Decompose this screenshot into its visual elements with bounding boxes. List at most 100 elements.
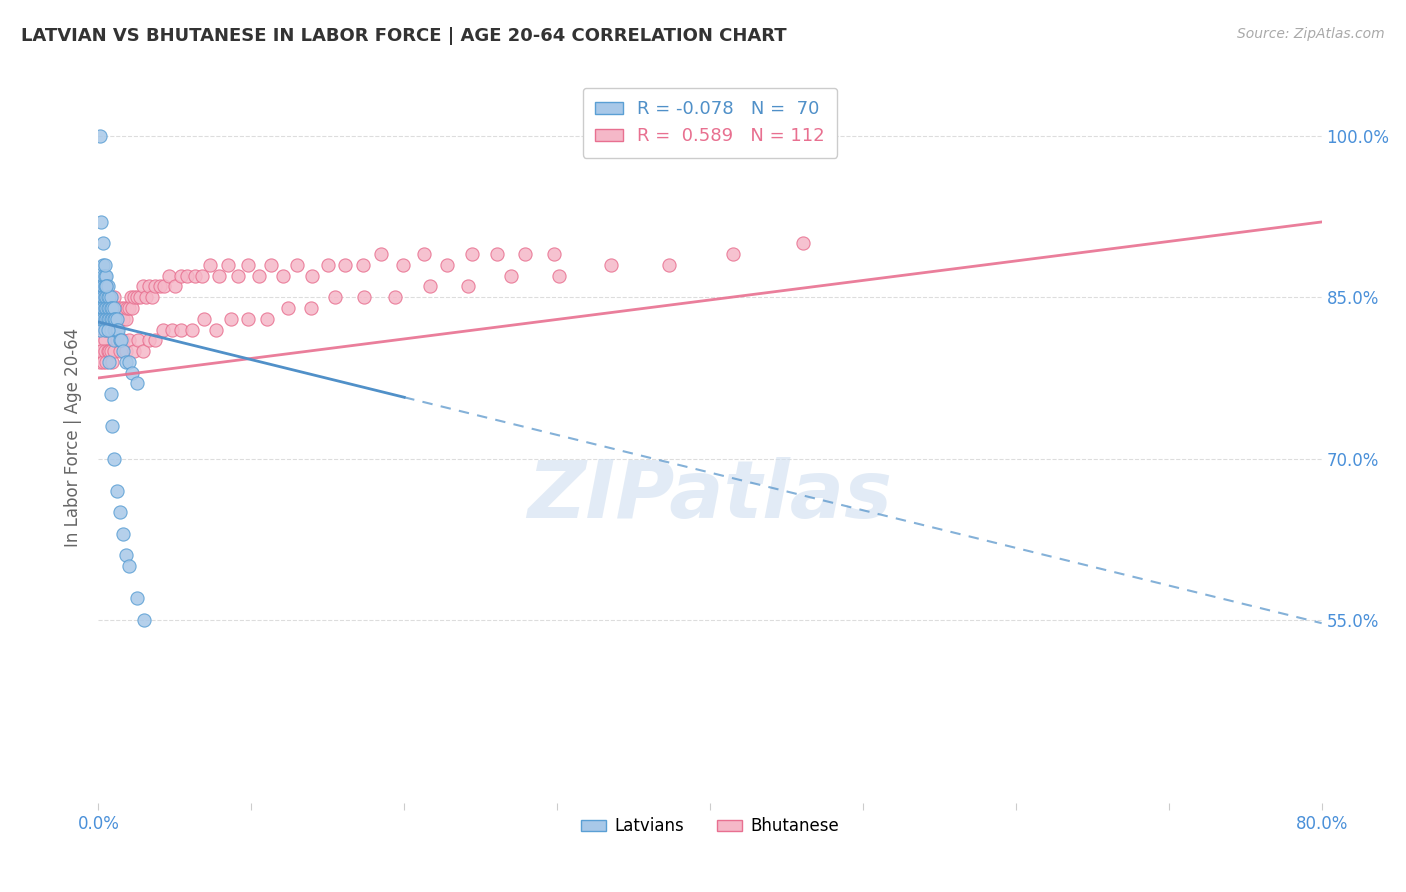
Point <box>93 333 115 347</box>
Point <box>93 258 115 272</box>
Point <box>93 344 115 359</box>
Point <box>97 311 120 326</box>
Point <box>91 279 114 293</box>
Point <box>299 301 322 315</box>
Point <box>127 333 149 347</box>
Point <box>115 311 138 326</box>
Point <box>543 247 565 261</box>
Point <box>101 322 124 336</box>
Point <box>413 247 436 261</box>
Point <box>91 355 114 369</box>
Point <box>103 301 125 315</box>
Point <box>256 311 278 326</box>
Point <box>94 301 117 315</box>
Point <box>170 322 193 336</box>
Point <box>152 322 174 336</box>
Point <box>115 549 138 563</box>
Point <box>134 613 156 627</box>
Point <box>89 128 111 143</box>
Point <box>111 344 134 359</box>
Point <box>208 268 231 283</box>
Point <box>457 279 479 293</box>
Point <box>97 311 120 326</box>
Point <box>91 301 114 315</box>
Point <box>180 322 202 336</box>
Point <box>436 258 458 272</box>
Point <box>460 247 482 261</box>
Point <box>141 290 163 304</box>
Point <box>90 344 112 359</box>
Point <box>103 333 125 347</box>
Point <box>94 279 117 293</box>
Point <box>184 268 207 283</box>
Point <box>101 419 124 434</box>
Point <box>98 301 121 315</box>
Point <box>91 258 114 272</box>
Point <box>121 366 143 380</box>
Point <box>163 279 186 293</box>
Point <box>90 301 112 315</box>
Point <box>118 355 141 369</box>
Point <box>100 322 122 336</box>
Point <box>108 344 131 359</box>
Point <box>120 290 142 304</box>
Point <box>91 290 114 304</box>
Point <box>89 311 111 326</box>
Point <box>101 311 124 326</box>
Point <box>105 322 128 336</box>
Point <box>191 268 214 283</box>
Point <box>198 258 221 272</box>
Point <box>721 247 744 261</box>
Point <box>101 301 124 315</box>
Point <box>100 290 122 304</box>
Point <box>110 301 132 315</box>
Point <box>93 311 115 326</box>
Point <box>238 258 260 272</box>
Text: LATVIAN VS BHUTANESE IN LABOR FORCE | AGE 20-64 CORRELATION CHART: LATVIAN VS BHUTANESE IN LABOR FORCE | AG… <box>21 27 787 45</box>
Point <box>104 301 127 315</box>
Point <box>122 290 145 304</box>
Point <box>93 311 115 326</box>
Point <box>94 301 117 315</box>
Point <box>138 333 160 347</box>
Point <box>100 290 122 304</box>
Point <box>419 279 441 293</box>
Point <box>352 258 374 272</box>
Point <box>353 290 375 304</box>
Point <box>118 301 141 315</box>
Point <box>91 344 114 359</box>
Point <box>658 258 681 272</box>
Point <box>89 322 111 336</box>
Point <box>94 279 117 293</box>
Point <box>122 344 145 359</box>
Point <box>792 236 814 251</box>
Point <box>486 247 509 261</box>
Point <box>333 258 356 272</box>
Point <box>90 301 112 315</box>
Point <box>103 322 125 336</box>
Point <box>98 290 121 304</box>
Point <box>97 301 120 315</box>
Point <box>599 258 621 272</box>
Point <box>325 290 347 304</box>
Point <box>110 333 132 347</box>
Point <box>115 344 138 359</box>
Point <box>125 290 148 304</box>
Point <box>93 290 115 304</box>
Point <box>97 290 120 304</box>
Point <box>117 301 139 315</box>
Point <box>103 290 125 304</box>
Point <box>98 355 121 369</box>
Point <box>149 279 172 293</box>
Point <box>94 290 117 304</box>
Point <box>143 333 166 347</box>
Point <box>238 311 260 326</box>
Point <box>170 268 193 283</box>
Point <box>103 451 125 466</box>
Point <box>91 311 114 326</box>
Point <box>97 322 120 336</box>
Point <box>125 376 148 391</box>
Point <box>93 290 115 304</box>
Point <box>101 301 124 315</box>
Point <box>217 258 239 272</box>
